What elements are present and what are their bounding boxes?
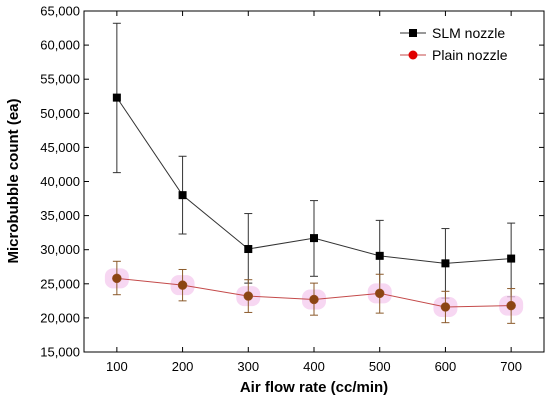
legend-item: Plain nozzle bbox=[400, 47, 508, 63]
data-point bbox=[375, 251, 384, 260]
data-point bbox=[178, 191, 187, 200]
x-tick-label: 700 bbox=[500, 359, 522, 374]
data-point bbox=[309, 294, 319, 305]
data-point bbox=[440, 302, 451, 312]
data-point bbox=[441, 259, 450, 268]
data-point bbox=[177, 280, 188, 290]
data-point bbox=[243, 291, 254, 301]
legend-label: SLM nozzle bbox=[432, 25, 505, 41]
y-tick-label: 15,000 bbox=[40, 345, 80, 360]
y-tick-label: 35,000 bbox=[40, 208, 80, 223]
legend-marker bbox=[409, 29, 417, 37]
x-axis-title: Air flow rate (cc/min) bbox=[240, 379, 388, 396]
data-point bbox=[506, 300, 516, 311]
legend-marker bbox=[408, 50, 418, 60]
y-tick-label: 20,000 bbox=[40, 310, 80, 325]
legend-label: Plain nozzle bbox=[432, 47, 508, 63]
y-tick-label: 60,000 bbox=[40, 38, 80, 53]
x-tick-label: 400 bbox=[303, 359, 325, 374]
y-axis-title: Microbubble count (ea) bbox=[5, 98, 22, 263]
data-point bbox=[374, 288, 385, 299]
x-tick-label: 100 bbox=[106, 359, 128, 374]
x-tick-label: 300 bbox=[237, 359, 259, 374]
series-slm-nozzle bbox=[112, 22, 516, 299]
y-tick-label: 45,000 bbox=[40, 140, 80, 155]
y-axis: 15,000 20,000 25,000 30,000 35,000 40,000 45,0… bbox=[40, 4, 544, 360]
y-tick-label: 55,000 bbox=[40, 72, 80, 87]
x-tick-label: 500 bbox=[369, 359, 391, 374]
data-point bbox=[112, 273, 122, 284]
y-tick-label: 50,000 bbox=[40, 106, 80, 121]
legend: SLM nozzle Plain nozzle bbox=[400, 25, 508, 63]
series-plain-nozzle bbox=[104, 260, 524, 324]
y-tick-label: 30,000 bbox=[40, 242, 80, 257]
y-tick-label: 25,000 bbox=[40, 276, 80, 291]
y-tick-label: 65,000 bbox=[40, 4, 80, 19]
x-axis: 100 200 300 400 500 600 700 bbox=[106, 11, 522, 374]
y-tick-label: 40,000 bbox=[40, 174, 80, 189]
legend-item: SLM nozzle bbox=[400, 25, 505, 41]
x-tick-label: 200 bbox=[172, 359, 194, 374]
data-point bbox=[244, 245, 253, 254]
x-tick-label: 600 bbox=[435, 359, 457, 374]
data-point bbox=[112, 93, 121, 102]
data-point bbox=[310, 234, 318, 243]
series-layer bbox=[104, 22, 524, 324]
data-point bbox=[507, 254, 516, 263]
